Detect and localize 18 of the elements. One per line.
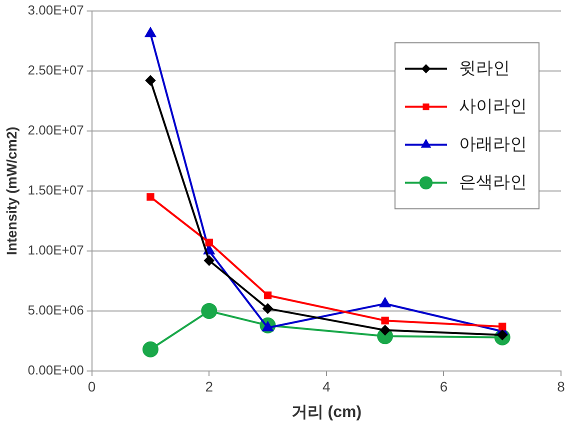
legend-label: 윗라인 bbox=[459, 58, 510, 78]
y-tick-label: 2.50E+07 bbox=[28, 62, 84, 78]
y-tick-label: 2.00E+07 bbox=[28, 122, 84, 138]
x-tick-label: 2 bbox=[205, 378, 214, 394]
x-tick-label: 6 bbox=[440, 378, 448, 394]
y-axis-title: Intensity (mW/cm2) bbox=[3, 126, 20, 256]
legend-label: 사이라인 bbox=[459, 96, 527, 116]
y-tick-label: 1.00E+07 bbox=[28, 242, 84, 258]
y-tick-label: 5.00E+06 bbox=[28, 302, 84, 318]
legend-label: 은색라인 bbox=[459, 172, 527, 192]
x-tick-label: 4 bbox=[322, 378, 331, 394]
y-tick-label: 0.00E+00 bbox=[28, 362, 84, 378]
x-tick-label: 8 bbox=[557, 378, 566, 394]
legend-label: 아래라인 bbox=[459, 134, 527, 154]
x-tick-label: 0 bbox=[88, 378, 96, 394]
y-tick-label: 3.00E+07 bbox=[28, 2, 84, 18]
y-tick-label: 1.50E+07 bbox=[28, 182, 84, 198]
x-axis-title: 거리 (cm) bbox=[291, 404, 362, 421]
